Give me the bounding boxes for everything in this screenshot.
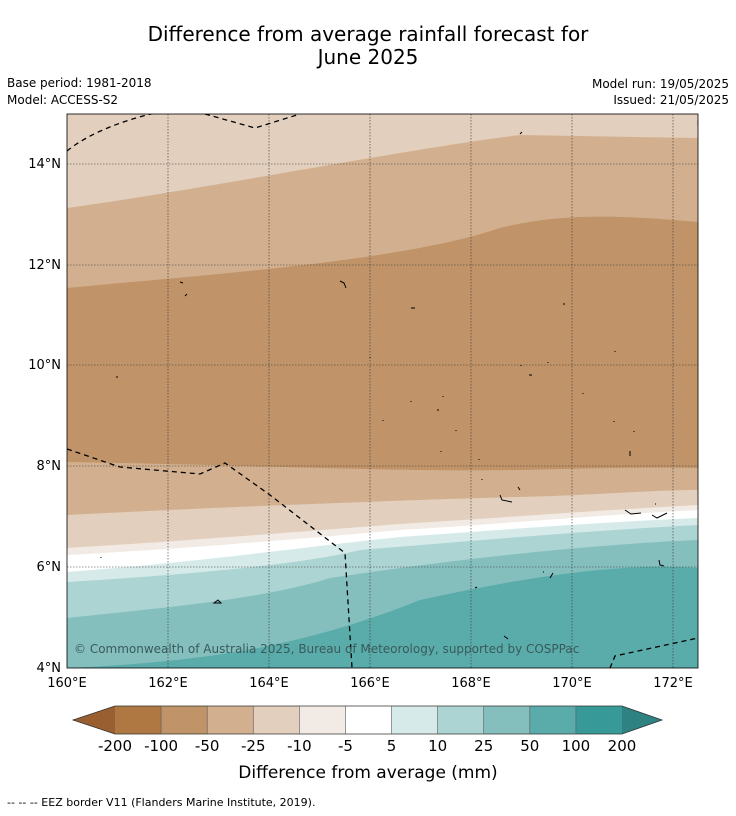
colorbar-cell: [253, 706, 300, 734]
lat-label-14n: 14°N: [28, 157, 61, 172]
colorbar-tick-label: 50: [520, 737, 539, 755]
colorbar-cell: [299, 706, 346, 734]
colorbar-cell: [575, 706, 622, 734]
latitude-labels: 14°N 12°N 10°N 8°N 6°N 4°N: [28, 157, 61, 676]
longitude-labels: 160°E 162°E 164°E 166°E 168°E 170°E 172°…: [47, 676, 693, 691]
rainfall-contours: © Commonwealth of Australia 2025, Bureau…: [67, 114, 698, 668]
model-run-text: Model run: 19/05/2025: [591, 77, 729, 91]
lat-label-8n: 8°N: [37, 459, 62, 474]
lon-label-166e: 166°E: [350, 676, 390, 691]
colorbar-cell: [529, 706, 576, 734]
lat-label-12n: 12°N: [28, 258, 61, 273]
eez-footnote: -- -- -- EEZ border V11 (Flanders Marine…: [7, 796, 316, 809]
colorbar-cell: [345, 706, 392, 734]
lon-label-172e: 172°E: [653, 676, 693, 691]
islands: [100, 120, 698, 640]
lon-label-170e: 170°E: [552, 676, 592, 691]
colorbar-tick-label: 200: [608, 737, 637, 755]
map-title-line-2: June 2025: [317, 45, 419, 69]
colorbar-tick-label: -5: [338, 737, 353, 755]
colorbar-tick-label: -200: [98, 737, 132, 755]
colorbar-cell: [161, 706, 208, 734]
colorbar-tick-label: 5: [387, 737, 397, 755]
issued-text: Issued: 21/05/2025: [613, 93, 729, 107]
colorbar-tick-label: -25: [241, 737, 266, 755]
colorbar-cell: [115, 706, 162, 734]
map-frame: [66, 113, 699, 669]
lon-label-162e: 162°E: [148, 676, 188, 691]
colorbar-tick-label: -100: [144, 737, 178, 755]
lon-label-168e: 168°E: [451, 676, 491, 691]
colorbar-tick-label: -10: [287, 737, 312, 755]
colorbar-cell: [391, 706, 438, 734]
lat-label-6n: 6°N: [37, 560, 62, 575]
lon-label-160e: 160°E: [47, 676, 87, 691]
colorbar-cell: [437, 706, 484, 734]
colorbar-cell: [207, 706, 254, 734]
colorbar-tick-label: -50: [195, 737, 220, 755]
colorbar-tick-label: 10: [428, 737, 447, 755]
forecast-map: © Commonwealth of Australia 2025, Bureau…: [28, 113, 699, 783]
lon-label-164e: 164°E: [249, 676, 289, 691]
lat-label-4n: 4°N: [37, 661, 62, 676]
colorbar-outline: [71, 705, 664, 735]
band-50-to-100: [67, 566, 698, 668]
colorbar-extend-high: [622, 706, 662, 734]
colorbar-title: Difference from average (mm): [238, 763, 497, 783]
colorbar-extend-low: [73, 706, 115, 734]
colorbar-cells: [71, 705, 664, 735]
colorbar-labels: -200 -100 -50 -25 -10 -5 5 10 25 50 100 200: [98, 737, 636, 755]
colorbar-cell: [483, 706, 530, 734]
model-text: Model: ACCESS-S2: [7, 93, 119, 107]
colorbar-tick-label: 25: [474, 737, 493, 755]
base-period-text: Base period: 1981-2018: [7, 76, 152, 90]
map-title-line-1: Difference from average rainfall forecas…: [147, 22, 589, 46]
colorbar: -200 -100 -50 -25 -10 -5 5 10 25 50 100 200 Differe…: [71, 705, 664, 783]
lat-label-10n: 10°N: [28, 358, 61, 373]
graticule: [67, 114, 698, 668]
copyright-text: © Commonwealth of Australia 2025, Bureau…: [74, 642, 579, 656]
colorbar-tick-label: 100: [562, 737, 591, 755]
